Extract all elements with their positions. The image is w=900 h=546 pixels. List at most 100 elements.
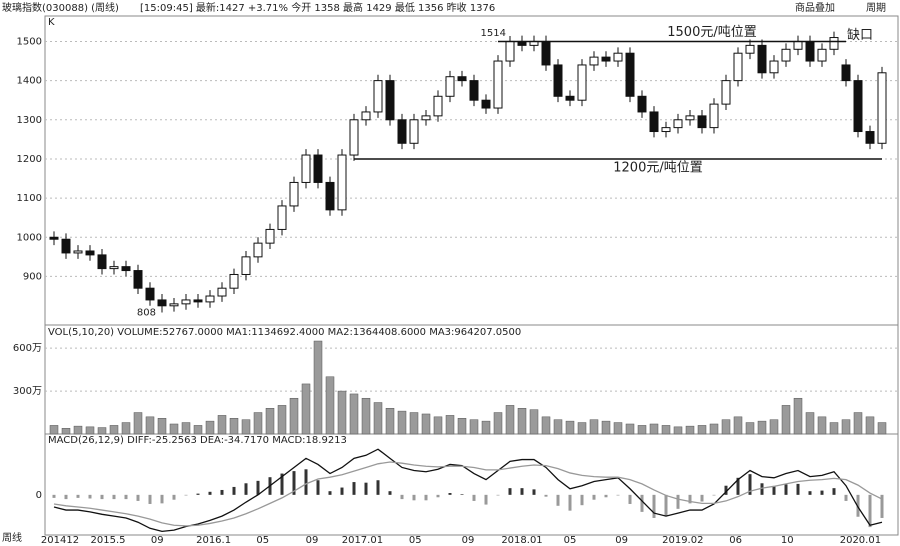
volume-bar (229, 418, 239, 435)
candle-body (637, 95, 647, 113)
candle-body (49, 236, 59, 240)
volume-bar (661, 425, 671, 435)
volume-bar (169, 423, 179, 435)
candle-body (613, 52, 623, 62)
volume-bar (517, 408, 527, 435)
candle-body (373, 80, 383, 113)
volume-bar (841, 419, 851, 435)
x-tick-label: 09 (306, 535, 319, 546)
candle-body (865, 131, 875, 144)
candle-body (673, 119, 683, 129)
volume-bar (853, 412, 863, 435)
x-tick-label: 05 (409, 535, 422, 546)
overlay-button[interactable]: 商品叠加 (795, 1, 835, 14)
candle-body (421, 115, 431, 121)
candle-body (625, 52, 635, 97)
y-tick-label: 1300 (17, 115, 42, 126)
candle-body (505, 40, 515, 62)
candle-body (469, 80, 479, 101)
candle-body (565, 95, 575, 101)
volume-bar (589, 419, 599, 435)
x-tick-label: 2016.1 (196, 535, 231, 546)
candle-body (829, 37, 839, 50)
volume-bar (793, 397, 803, 435)
x-tick-label: 2019.02 (662, 535, 703, 546)
volume-bar (109, 425, 119, 435)
y-tick-label: 900 (23, 271, 42, 282)
high-label: 1514 (481, 28, 506, 39)
volume-bar (313, 340, 323, 435)
level-label: 1200元/吨位置 (613, 160, 702, 175)
x-tick-label: 05 (256, 535, 269, 546)
volume-bar (805, 412, 815, 435)
x-tick-label: 09 (462, 535, 475, 546)
volume-bar (349, 393, 359, 435)
candle-body (265, 228, 275, 244)
candle-body (313, 154, 323, 183)
volume-bar (865, 416, 875, 435)
candle-body (769, 60, 779, 74)
volume-bar (337, 390, 347, 435)
candle-body (541, 40, 551, 66)
volume-bar (769, 419, 779, 435)
candle-body (721, 80, 731, 105)
volume-bar (217, 415, 227, 435)
period-label: 周线 (2, 531, 22, 544)
y-tick-label: 600万 (13, 343, 42, 354)
low-label: 808 (137, 307, 156, 318)
candle-body (133, 270, 143, 289)
candle-body (181, 299, 191, 305)
candle-body (781, 48, 791, 62)
candle-body (649, 111, 659, 133)
x-tick-label: 2015.5 (91, 535, 126, 546)
x-tick-label: 2017.01 (342, 535, 383, 546)
volume-bar (241, 419, 251, 435)
volume-bar (361, 397, 371, 435)
candle-body (589, 56, 599, 66)
candle-body (157, 299, 167, 307)
candle-body (193, 299, 203, 303)
volume-bar (781, 405, 791, 435)
x-tick-label: 10 (781, 535, 794, 546)
x-tick-label: 09 (151, 535, 164, 546)
volume-bar (445, 415, 455, 435)
volume-bar (193, 425, 203, 435)
k-label: K (48, 17, 55, 28)
x-tick-label: 2018.01 (501, 535, 542, 546)
volume-bar (433, 416, 443, 435)
volume-bar (61, 428, 71, 435)
y-tick-label: 1500 (17, 36, 42, 47)
candle-body (697, 115, 707, 129)
candle-body (757, 44, 767, 74)
volume-bar (205, 420, 215, 435)
y-tick-label: 300万 (13, 386, 42, 397)
volume-bar (277, 405, 287, 435)
volume-bar (709, 423, 719, 435)
volume-bar (457, 418, 467, 435)
candle-body (61, 238, 71, 254)
period-button[interactable]: 周期 (866, 2, 886, 14)
candle-body (709, 103, 719, 129)
candle-body (277, 205, 287, 230)
volume-bar (601, 420, 611, 435)
volume-bar (421, 413, 431, 435)
volume-bar (301, 383, 311, 435)
volume-bar (625, 423, 635, 435)
volume-bar (469, 419, 479, 435)
volume-bar (577, 422, 587, 435)
candle-body (397, 119, 407, 144)
volume-bar (253, 412, 263, 435)
volume-bar (553, 419, 563, 435)
candle-body (217, 287, 227, 297)
volume-bar (385, 408, 395, 435)
volume-bar (757, 420, 767, 435)
volume-bar (697, 425, 707, 435)
y-tick-label: 1400 (17, 76, 42, 87)
volume-bar (637, 425, 647, 435)
macd-line (53, 461, 883, 527)
candle-body (877, 72, 887, 144)
candle-body (793, 40, 803, 50)
candle-body (445, 76, 455, 97)
volume-bar (685, 425, 695, 435)
candle-body (805, 40, 815, 62)
